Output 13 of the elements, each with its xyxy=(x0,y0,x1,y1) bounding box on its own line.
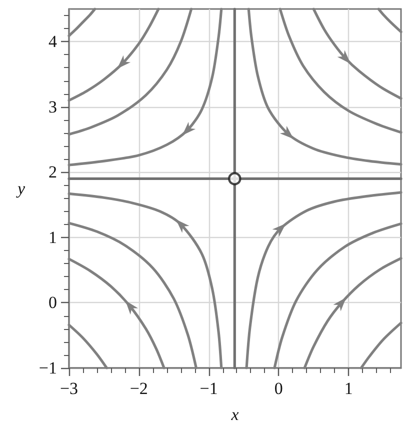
x-tick-label: −1 xyxy=(200,379,218,398)
x-tick-label: 0 xyxy=(274,379,283,398)
y-tick-label: 3 xyxy=(48,97,57,116)
y-axis-title: y xyxy=(15,179,26,198)
x-axis-title: x xyxy=(230,405,240,424)
y-tick-label: −1 xyxy=(38,358,57,378)
x-tick-label: 1 xyxy=(344,379,353,398)
x-tick-label: −2 xyxy=(130,379,148,398)
y-tick-label: 4 xyxy=(48,32,58,52)
y-tick-label: 2 xyxy=(48,162,57,182)
x-tick-label: −3 xyxy=(60,379,78,398)
y-tick-label: 1 xyxy=(48,228,57,247)
y-tick-label: 0 xyxy=(48,293,57,312)
